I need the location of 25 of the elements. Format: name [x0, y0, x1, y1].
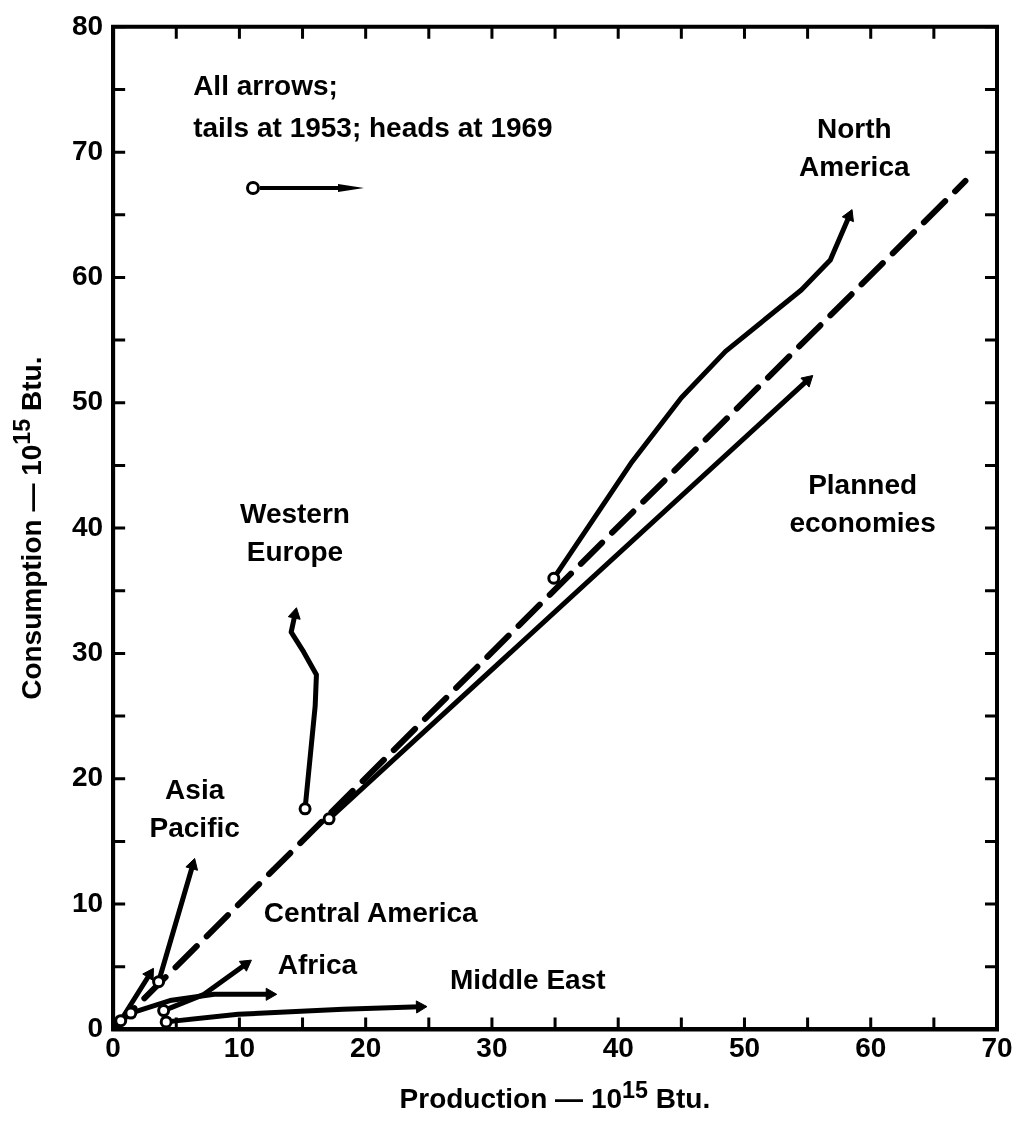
x-tick-label: 60 [855, 1031, 887, 1063]
annotation: All arrows; [193, 69, 338, 101]
annotation: tails at 1953; heads at 1969 [193, 111, 553, 143]
y-tick-label: 30 [71, 636, 104, 668]
text: Western Europe [239, 498, 350, 568]
y-tick-label: 60 [71, 260, 104, 292]
x-axis-title: Production — 10$^{15}$ Btu. [399, 1077, 711, 1116]
x-tick-label: 10 [223, 1031, 255, 1063]
y-tick-label: 50 [71, 385, 104, 417]
series-label: Asia Pacific [149, 773, 240, 843]
x-tick-label: 70 [981, 1031, 1013, 1063]
series-label: Africa [277, 949, 358, 981]
y-tick-label: 80 [71, 9, 104, 41]
y-tick-label: 70 [71, 134, 104, 166]
series-label: Central America [263, 896, 479, 928]
x-tick-label: 50 [728, 1031, 761, 1063]
y-tick-label: 40 [71, 510, 104, 542]
x-tick-label: 20 [350, 1031, 382, 1063]
series-label: Planned economies [789, 468, 936, 538]
x-tick-label: 40 [602, 1031, 634, 1063]
series-label: Middle East [449, 963, 606, 995]
x-tick-label: 30 [476, 1031, 508, 1063]
y-tick-label: 10 [71, 886, 104, 918]
series-label: North America [799, 112, 910, 182]
y-tick-label: 20 [71, 761, 104, 793]
